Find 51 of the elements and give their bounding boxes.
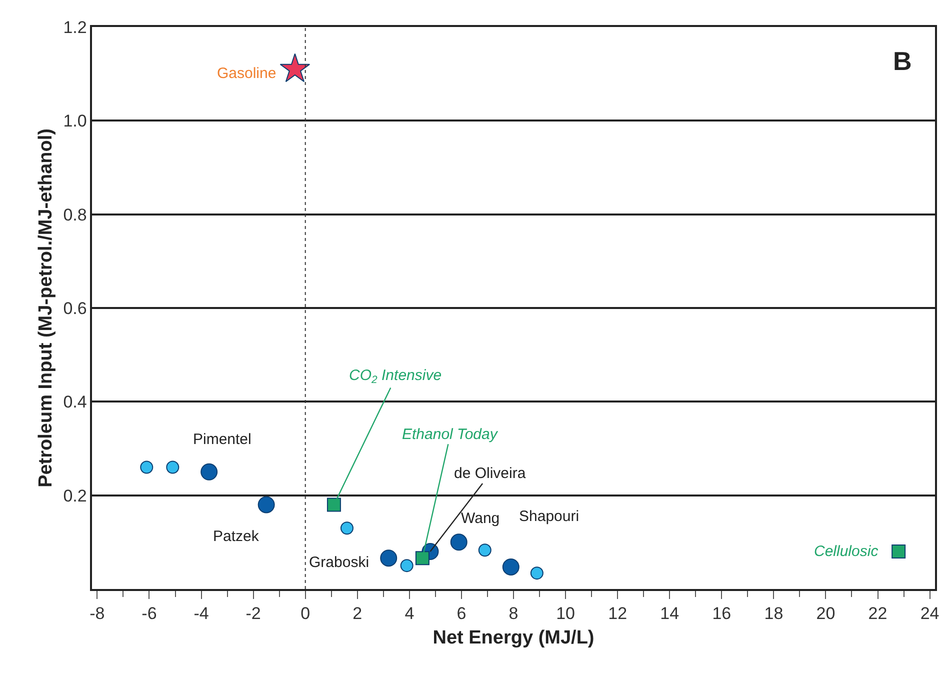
x-tick-label: 24 [920, 604, 940, 624]
x-tick-label: 6 [456, 604, 466, 624]
y-axis-title: Petroleum Input (MJ-petrol./MJ-ethanol) [36, 128, 57, 488]
x-tick-label: -2 [246, 604, 261, 624]
x-tick-label: -4 [194, 604, 209, 624]
point [200, 463, 218, 480]
annotation: Graboski [309, 554, 370, 571]
point [415, 551, 430, 566]
x-tick-label: 20 [816, 604, 836, 624]
point [502, 558, 520, 576]
annotation: Wang [461, 510, 500, 527]
point [166, 460, 180, 474]
x-tick-label: 16 [712, 604, 732, 624]
annotation: Gasoline [217, 65, 276, 82]
x-tick-label: -6 [142, 604, 157, 624]
annotation: CO$_{2}$ Intensive [349, 367, 442, 386]
x-tick-label: 14 [660, 604, 680, 624]
x-tick-label: 12 [608, 604, 628, 624]
x-tick-label: 0 [300, 604, 310, 624]
y-tick-label: 0.4 [63, 392, 87, 412]
point [530, 566, 544, 580]
point [478, 544, 492, 557]
point [340, 522, 354, 535]
x-tick-label: -8 [90, 604, 105, 624]
y-tick-label: 0.8 [63, 205, 87, 224]
annotation: Shapouri [519, 508, 580, 525]
annotation: Pimentel [193, 431, 252, 448]
point [258, 496, 275, 514]
y-tick-label: 1.0 [63, 112, 87, 131]
annotation: B [893, 46, 912, 76]
x-tick-label: 4 [404, 604, 414, 624]
x-tick-label: 22 [868, 604, 888, 624]
annotation: de Oliveira [454, 465, 526, 482]
y-tick-label: 0.2 [63, 486, 87, 506]
x-tick-label: 2 [352, 604, 362, 624]
x-tick-label: 8 [508, 604, 518, 624]
y-tick-label: 1.2 [63, 18, 87, 37]
x-tick-label: 10 [556, 604, 575, 624]
point [280, 53, 310, 82]
point [326, 498, 341, 512]
point [140, 460, 154, 474]
point [450, 534, 468, 551]
x-axis-title: Net Energy (MJ/L) [432, 627, 594, 648]
y-tick-label: 0.6 [63, 298, 87, 318]
annotation: Cellulosic [814, 543, 879, 560]
point [380, 550, 398, 567]
annotation: Ethanol Today [402, 426, 499, 443]
x-tick-label: 18 [764, 604, 784, 624]
annotation: Patzek [213, 528, 260, 545]
point [400, 559, 414, 572]
point [892, 544, 906, 559]
